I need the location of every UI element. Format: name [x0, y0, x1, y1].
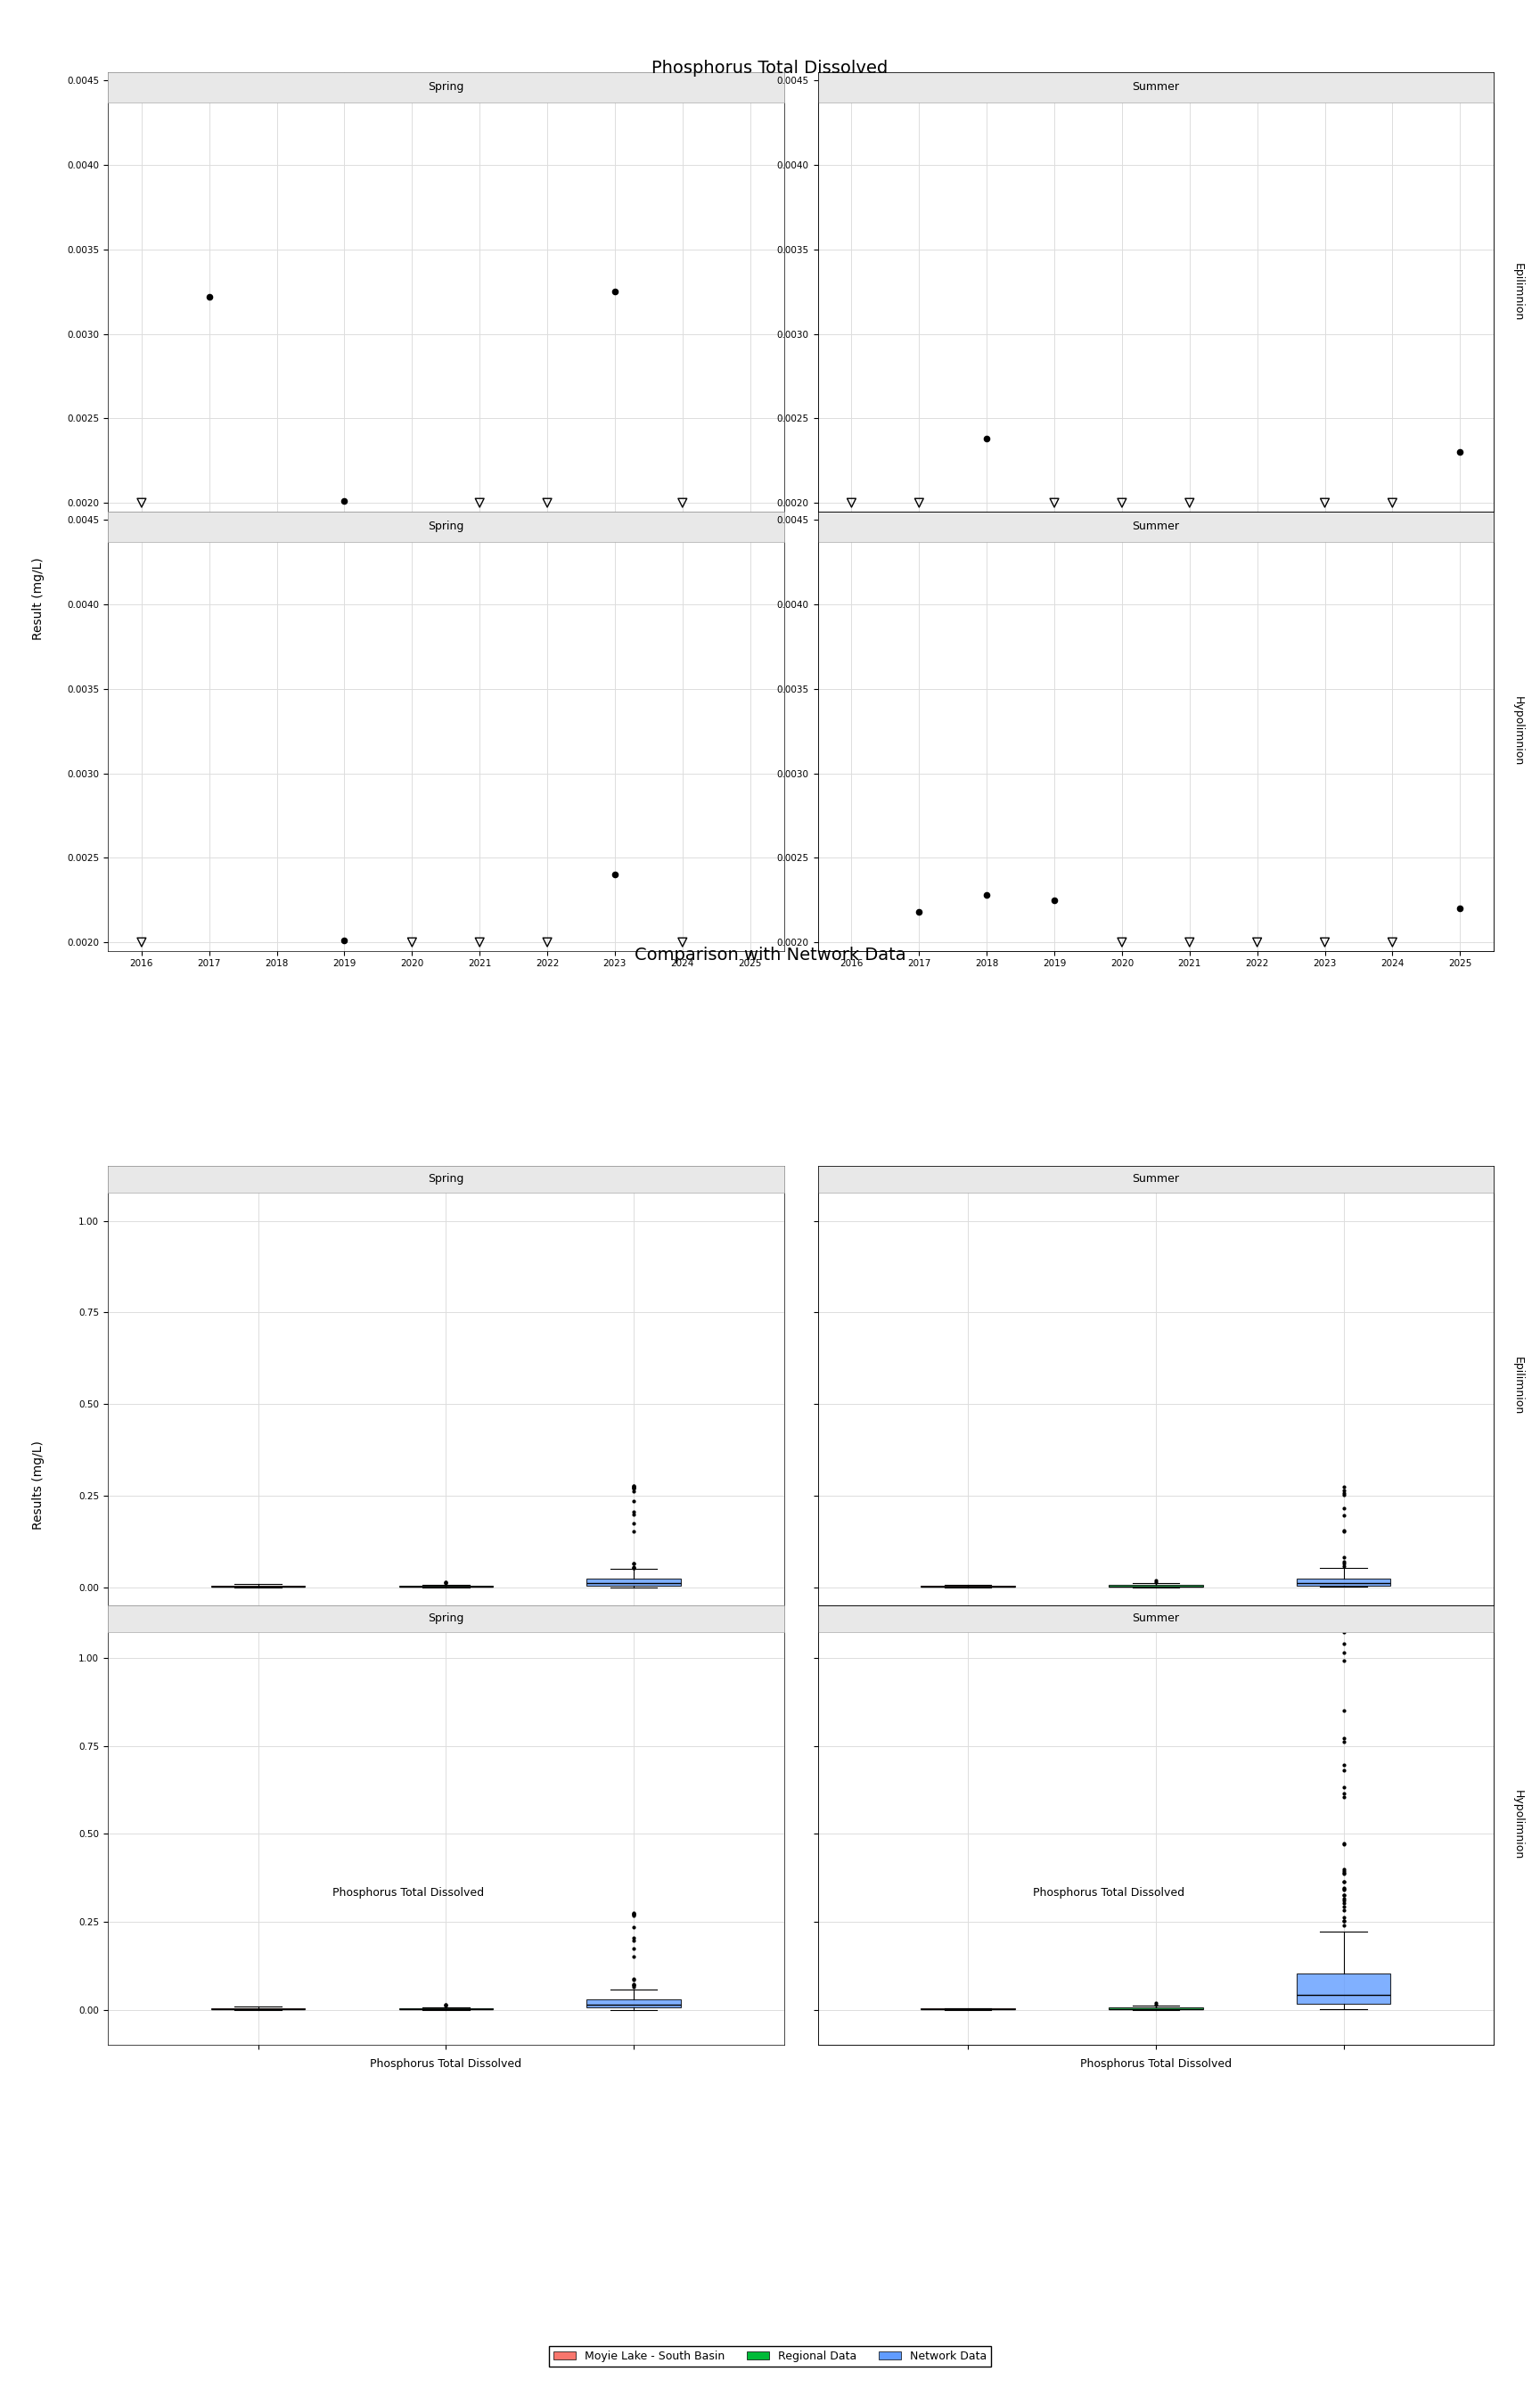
- Text: Result (mg/L): Result (mg/L): [32, 558, 45, 640]
- FancyBboxPatch shape: [108, 510, 784, 541]
- Point: [602, 855, 627, 894]
- Point: [670, 484, 695, 522]
- FancyBboxPatch shape: [818, 1167, 1494, 1193]
- Text: Phosphorus Total Dissolved: Phosphorus Total Dissolved: [651, 60, 889, 77]
- Y-axis label: Hypolimnion: Hypolimnion: [1512, 697, 1525, 767]
- Text: Summer: Summer: [1132, 520, 1180, 532]
- Point: [129, 922, 154, 961]
- Text: Summer: Summer: [1132, 1174, 1180, 1186]
- Y-axis label: Epilimnion: Epilimnion: [1512, 1356, 1525, 1414]
- X-axis label: Phosphorus Total Dissolved: Phosphorus Total Dissolved: [370, 2058, 522, 2070]
- Point: [129, 484, 154, 522]
- Text: Spring: Spring: [428, 81, 464, 93]
- PathPatch shape: [1297, 1579, 1391, 1586]
- Point: [333, 922, 357, 961]
- PathPatch shape: [587, 1579, 681, 1586]
- Point: [1380, 922, 1404, 961]
- FancyBboxPatch shape: [818, 1605, 1494, 1632]
- Text: Phosphorus Total Dissolved: Phosphorus Total Dissolved: [1033, 1888, 1184, 1898]
- Point: [1244, 922, 1269, 961]
- Text: Spring: Spring: [428, 520, 464, 532]
- Text: Results (mg/L): Results (mg/L): [32, 1440, 45, 1531]
- Point: [602, 273, 627, 311]
- X-axis label: Phosphorus Total Dissolved: Phosphorus Total Dissolved: [1080, 2058, 1232, 2070]
- Point: [839, 484, 864, 522]
- Text: Spring: Spring: [428, 1174, 464, 1186]
- Point: [1380, 484, 1404, 522]
- FancyBboxPatch shape: [108, 1167, 784, 1193]
- Point: [1312, 922, 1337, 961]
- PathPatch shape: [1297, 1974, 1391, 2003]
- FancyBboxPatch shape: [108, 72, 784, 103]
- Y-axis label: Hypolimnion: Hypolimnion: [1512, 1790, 1525, 1859]
- Point: [1448, 889, 1472, 927]
- Point: [1177, 922, 1201, 961]
- Point: [907, 484, 932, 522]
- Point: [975, 877, 999, 915]
- Y-axis label: Epilimnion: Epilimnion: [1512, 264, 1525, 321]
- Point: [400, 922, 425, 961]
- Point: [1110, 484, 1135, 522]
- Text: Phosphorus Total Dissolved: Phosphorus Total Dissolved: [333, 1888, 484, 1898]
- Point: [670, 922, 695, 961]
- Point: [1448, 434, 1472, 472]
- Legend: Moyie Lake - South Basin, Regional Data, Network Data: Moyie Lake - South Basin, Regional Data,…: [548, 2346, 992, 2367]
- Point: [1244, 67, 1269, 105]
- Point: [1110, 922, 1135, 961]
- Text: Summer: Summer: [1132, 1613, 1180, 1624]
- Point: [534, 922, 559, 961]
- Point: [1043, 882, 1067, 920]
- FancyBboxPatch shape: [108, 1605, 784, 1632]
- Text: Spring: Spring: [428, 1613, 464, 1624]
- Point: [1312, 484, 1337, 522]
- Point: [1043, 484, 1067, 522]
- Text: Comparison with Network Data: Comparison with Network Data: [634, 946, 906, 963]
- Point: [467, 484, 491, 522]
- Text: Summer: Summer: [1132, 81, 1180, 93]
- Point: [467, 922, 491, 961]
- PathPatch shape: [587, 1998, 681, 2008]
- FancyBboxPatch shape: [818, 72, 1494, 103]
- FancyBboxPatch shape: [818, 510, 1494, 541]
- Point: [534, 484, 559, 522]
- Point: [975, 419, 999, 458]
- Point: [197, 278, 222, 316]
- Point: [907, 894, 932, 932]
- Point: [333, 482, 357, 520]
- Point: [1177, 484, 1201, 522]
